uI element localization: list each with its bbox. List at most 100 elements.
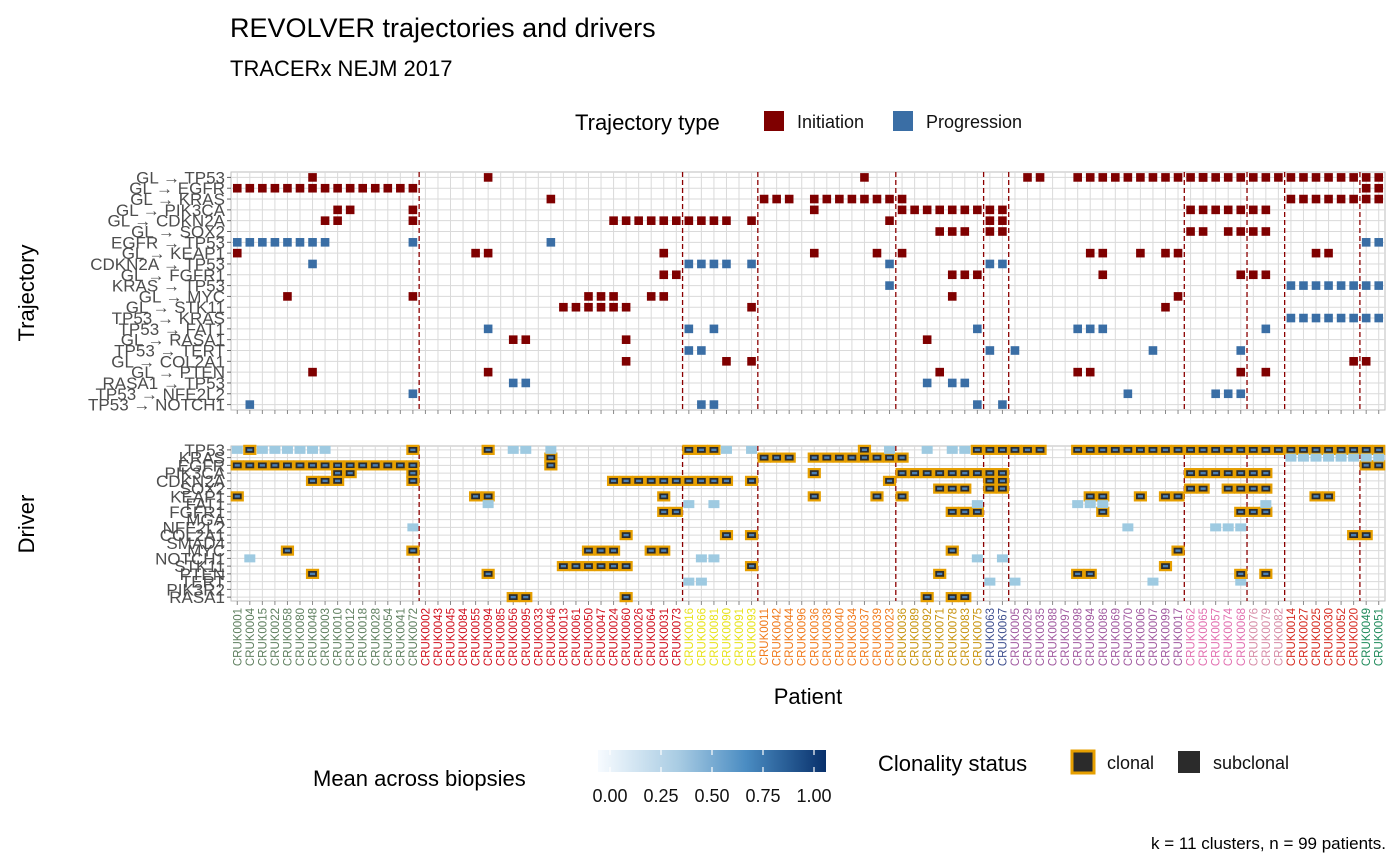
driver-mean-fill	[309, 479, 316, 483]
patient-tick-label: CRUK0064	[646, 607, 658, 666]
initiation-cell	[809, 205, 819, 215]
initiation-cell	[1198, 173, 1208, 182]
progression-cell	[408, 238, 418, 247]
initiation-cell	[1261, 227, 1271, 236]
initiation-cell	[1361, 173, 1371, 182]
driver-mean-fill	[698, 448, 704, 452]
initiation-cell	[747, 357, 756, 366]
trajectory-row-label: GL → TP53	[136, 168, 225, 187]
initiation-cell	[1361, 183, 1371, 193]
initiation-cell	[998, 205, 1007, 215]
driver-mean-fill	[836, 456, 842, 459]
driver-mean-fill	[347, 471, 353, 475]
initiation-cell	[772, 194, 781, 204]
trajectory-row-label: TP53 → FAT1	[119, 320, 225, 339]
driver-mean-fill	[962, 487, 968, 490]
driver-subclonal-cell	[1235, 523, 1247, 532]
driver-subclonal-cell	[746, 445, 758, 454]
colorbar-tick-label: 0.50	[694, 786, 729, 806]
initiation-cell	[1336, 194, 1346, 204]
patient-tick-label: CRUK0097	[1060, 608, 1072, 666]
driver-mean-fill	[686, 448, 692, 452]
progression-cell	[308, 238, 317, 247]
driver-mean-fill	[636, 479, 642, 483]
driver-subclonal-cell	[482, 500, 494, 509]
driver-subclonal-cell	[1097, 500, 1109, 509]
driver-mean-fill	[861, 456, 868, 459]
driver-mean-fill	[1137, 448, 1144, 452]
driver-row-label: EGFR	[178, 456, 225, 475]
initiation-cell	[973, 205, 982, 215]
patient-tick-label: CRUK0041	[395, 608, 407, 666]
initiation-cell	[1073, 367, 1082, 377]
driver-row-label: SOX2	[180, 480, 225, 499]
patient-tick-label: CRUK0054	[383, 607, 395, 666]
driver-row-label: STK11	[174, 557, 225, 576]
progression-cell	[747, 259, 756, 269]
driver-mean-fill	[1087, 495, 1093, 498]
driver-mean-fill	[372, 464, 378, 467]
progression-cell	[283, 238, 292, 247]
progression-cell	[998, 400, 1007, 409]
driver-mean-fill	[410, 464, 416, 467]
patient-tick-label: CRUK0084	[458, 607, 470, 666]
initiation-cell	[1198, 227, 1208, 236]
progression-cell	[697, 259, 706, 269]
progression-cell	[697, 346, 706, 355]
progression-cell	[308, 259, 317, 269]
initiation-cell	[1324, 173, 1333, 182]
progression-cell	[1286, 281, 1296, 290]
driver-subclonal-cell	[244, 554, 256, 563]
progression-cell	[684, 346, 694, 355]
trajectory-row-label: CDKN2A → TP53	[90, 255, 225, 274]
driver-row-label: NOTCH1	[155, 549, 225, 568]
driver-mean-fill	[234, 495, 240, 498]
progression-cell	[709, 259, 719, 269]
driver-mean-fill	[711, 448, 717, 452]
patient-tick-label: CRUK0046	[546, 608, 558, 666]
driver-mean-fill	[1225, 448, 1231, 452]
progression-cell	[1299, 281, 1308, 290]
initiation-cell	[1148, 173, 1158, 182]
initiation-cell	[1336, 173, 1346, 182]
initiation-cell	[483, 248, 493, 258]
initiation-cell	[283, 292, 292, 301]
progression-cell	[697, 400, 706, 409]
progression-cell	[1286, 313, 1296, 323]
initiation-cell	[860, 173, 869, 182]
clonality-legend-title: Clonality status	[878, 751, 1027, 776]
driver-mean-fill	[598, 549, 604, 552]
driver-mean-fill	[962, 595, 968, 599]
initiation-cell	[809, 248, 819, 258]
patient-tick-label: CRUK0066	[696, 608, 708, 666]
driver-mean-fill	[811, 456, 817, 459]
initiation-cell	[922, 205, 932, 215]
initiation-cell	[333, 205, 342, 215]
progression-cell	[885, 281, 894, 290]
trajectory-row-label: GL → FGFR1	[121, 266, 225, 285]
driver-mean-fill	[899, 495, 905, 498]
driver-mean-fill	[937, 487, 943, 490]
driver-mean-fill	[1087, 448, 1093, 452]
initiation-cell	[973, 270, 982, 280]
chart-caption: k = 11 clusters, n = 99 patients.	[1151, 834, 1386, 853]
driver-mean-fill	[610, 479, 617, 483]
initiation-cell	[408, 216, 418, 225]
trajectory-row-label: GL → SOX2	[131, 223, 225, 242]
driver-row-label: PIK3CA	[165, 464, 226, 483]
driver-mean-fill	[1175, 549, 1181, 552]
driver-subclonal-cell	[1285, 453, 1297, 462]
driver-subclonal-cell	[319, 445, 331, 454]
patient-tick-label: CRUK0092	[922, 608, 934, 666]
patient-tick-label: CRUK0049	[1361, 608, 1373, 666]
driver-row-label: TP53	[184, 441, 225, 460]
driver-mean-fill	[247, 464, 253, 467]
initiation-cell	[960, 270, 970, 280]
progression-cell	[1324, 281, 1333, 290]
driver-mean-fill	[949, 471, 955, 475]
legend-initiation-swatch	[764, 111, 784, 131]
patient-tick-label: CRUK0060	[621, 608, 633, 666]
progression-cell	[960, 378, 970, 388]
initiation-cell	[471, 248, 480, 258]
initiation-cell	[1161, 173, 1170, 182]
